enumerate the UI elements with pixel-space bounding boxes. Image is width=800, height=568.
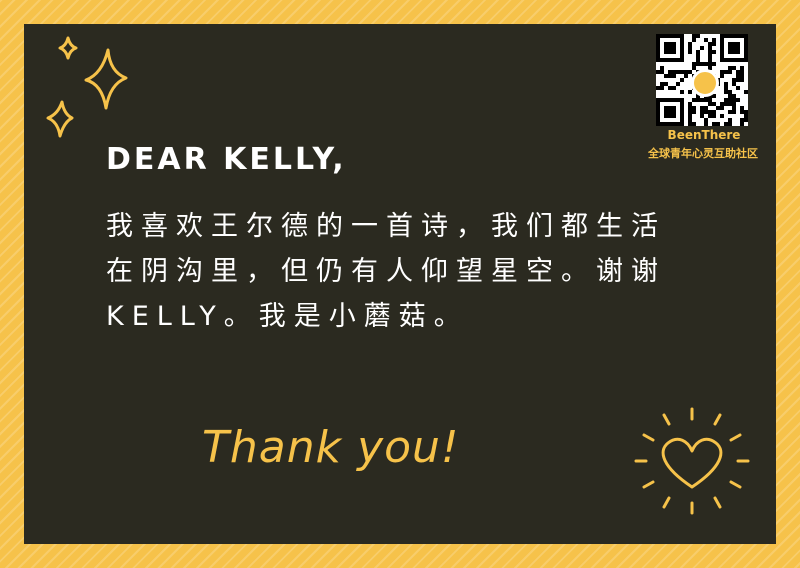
brand-logo-icon <box>691 69 719 97</box>
brand-name: BeenThere <box>667 128 741 142</box>
heart-icon <box>634 407 750 515</box>
greeting-heading: DEAR KELLY, <box>106 142 347 177</box>
sparkles-icon <box>46 36 128 138</box>
qr-code <box>656 34 748 126</box>
card: DEAR KELLY, 我喜欢王尔德的一首诗，我们都生活在阴沟里，但仍有人仰望星… <box>24 24 776 544</box>
thank-you-text: Thank you! <box>202 422 460 473</box>
message-text: 我喜欢王尔德的一首诗，我们都生活在阴沟里，但仍有人仰望星空。谢谢KELLY。我是… <box>106 211 666 332</box>
brand-tagline: 全球青年心灵互助社区 <box>648 147 758 160</box>
